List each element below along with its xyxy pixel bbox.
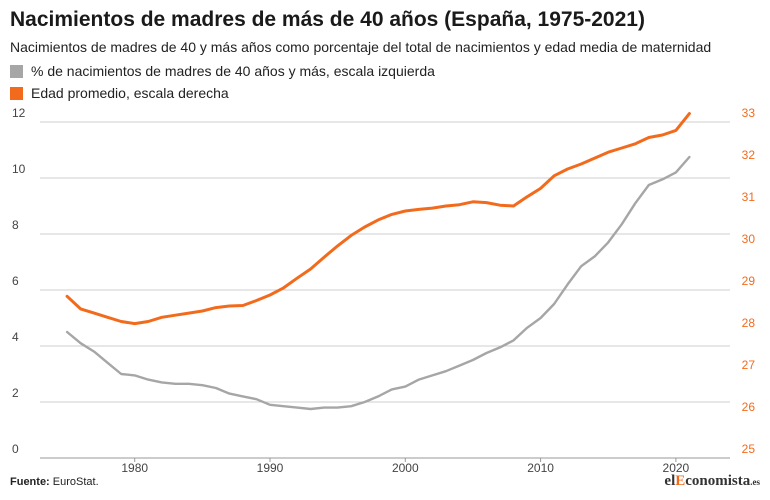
x-tick-2020: 2020	[663, 461, 690, 475]
legend-swatch-percent	[10, 64, 23, 78]
y-right-tick-26: 26	[742, 400, 756, 414]
y-left-tick-4: 4	[12, 330, 19, 344]
series-line-percent	[65, 155, 691, 411]
chart-title: Nacimientos de madres de más de 40 años …	[10, 8, 645, 31]
legend-item-percent: % de nacimientos de madres de 40 años y …	[10, 60, 435, 82]
y-left-tick-0: 0	[12, 442, 19, 456]
y-right-tick-31: 31	[742, 190, 756, 204]
source-label: Fuente:	[10, 476, 50, 488]
source-text: EuroStat.	[52, 476, 99, 488]
x-tick-2010: 2010	[527, 461, 554, 475]
source-note: Fuente: EuroStat.	[10, 476, 99, 488]
y-left-tick-12: 12	[12, 106, 26, 120]
legend-swatch-age	[10, 86, 23, 100]
y-right-tick-29: 29	[742, 274, 756, 288]
x-tick-1990: 1990	[257, 461, 284, 475]
y-left-tick-8: 8	[12, 218, 19, 232]
legend: % de nacimientos de madres de 40 años y …	[10, 60, 435, 104]
x-tick-1980: 1980	[121, 461, 148, 475]
y-right-tick-30: 30	[742, 232, 756, 246]
y-right-tick-33: 33	[742, 106, 756, 120]
chart-subtitle: Nacimientos de madres de 40 y más años c…	[10, 39, 712, 55]
y-left-tick-2: 2	[12, 386, 19, 400]
brand-rest: conomista	[685, 473, 751, 489]
brand-logo: elEconomista.es	[664, 473, 760, 490]
brand-accent: E	[675, 473, 686, 489]
brand-prefix: el	[664, 473, 676, 489]
y-right-tick-28: 28	[742, 316, 756, 330]
legend-label-age: Edad promedio, escala derecha	[31, 85, 229, 101]
y-left-tick-10: 10	[12, 162, 26, 176]
series-line-age	[65, 112, 691, 326]
brand-suffix: .es	[750, 477, 760, 487]
legend-item-age: Edad promedio, escala derecha	[10, 82, 435, 104]
y-right-tick-27: 27	[742, 358, 756, 372]
legend-label-percent: % de nacimientos de madres de 40 años y …	[31, 63, 435, 79]
y-right-tick-25: 25	[742, 442, 756, 456]
x-tick-2000: 2000	[392, 461, 419, 475]
y-right-tick-32: 32	[742, 148, 756, 162]
y-left-tick-6: 6	[12, 274, 19, 288]
